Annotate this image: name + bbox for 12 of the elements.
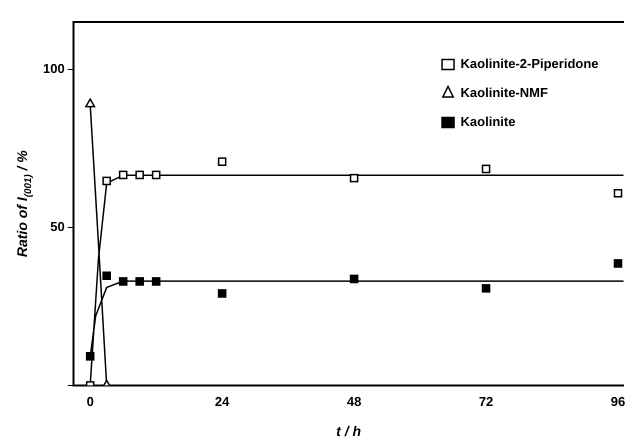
- legend-label: Kaolinite-NMF: [460, 85, 548, 100]
- y-axis-title: Ratio of I(001) / %: [14, 150, 34, 258]
- x-axis-title: t / h: [336, 423, 362, 439]
- y-tick-label: 100: [42, 60, 65, 76]
- legend-label: Kaolinite-2-Piperidone: [460, 56, 599, 72]
- x-tick-label: 24: [214, 394, 230, 409]
- x-tick-label: 96: [610, 394, 626, 409]
- x-tick-label: 72: [478, 394, 494, 409]
- legend-label: Kaolinite: [460, 114, 516, 130]
- x-tick-label: 48: [346, 394, 362, 409]
- y-tick-label: 50: [50, 218, 65, 234]
- x-tick-label: 0: [86, 394, 94, 409]
